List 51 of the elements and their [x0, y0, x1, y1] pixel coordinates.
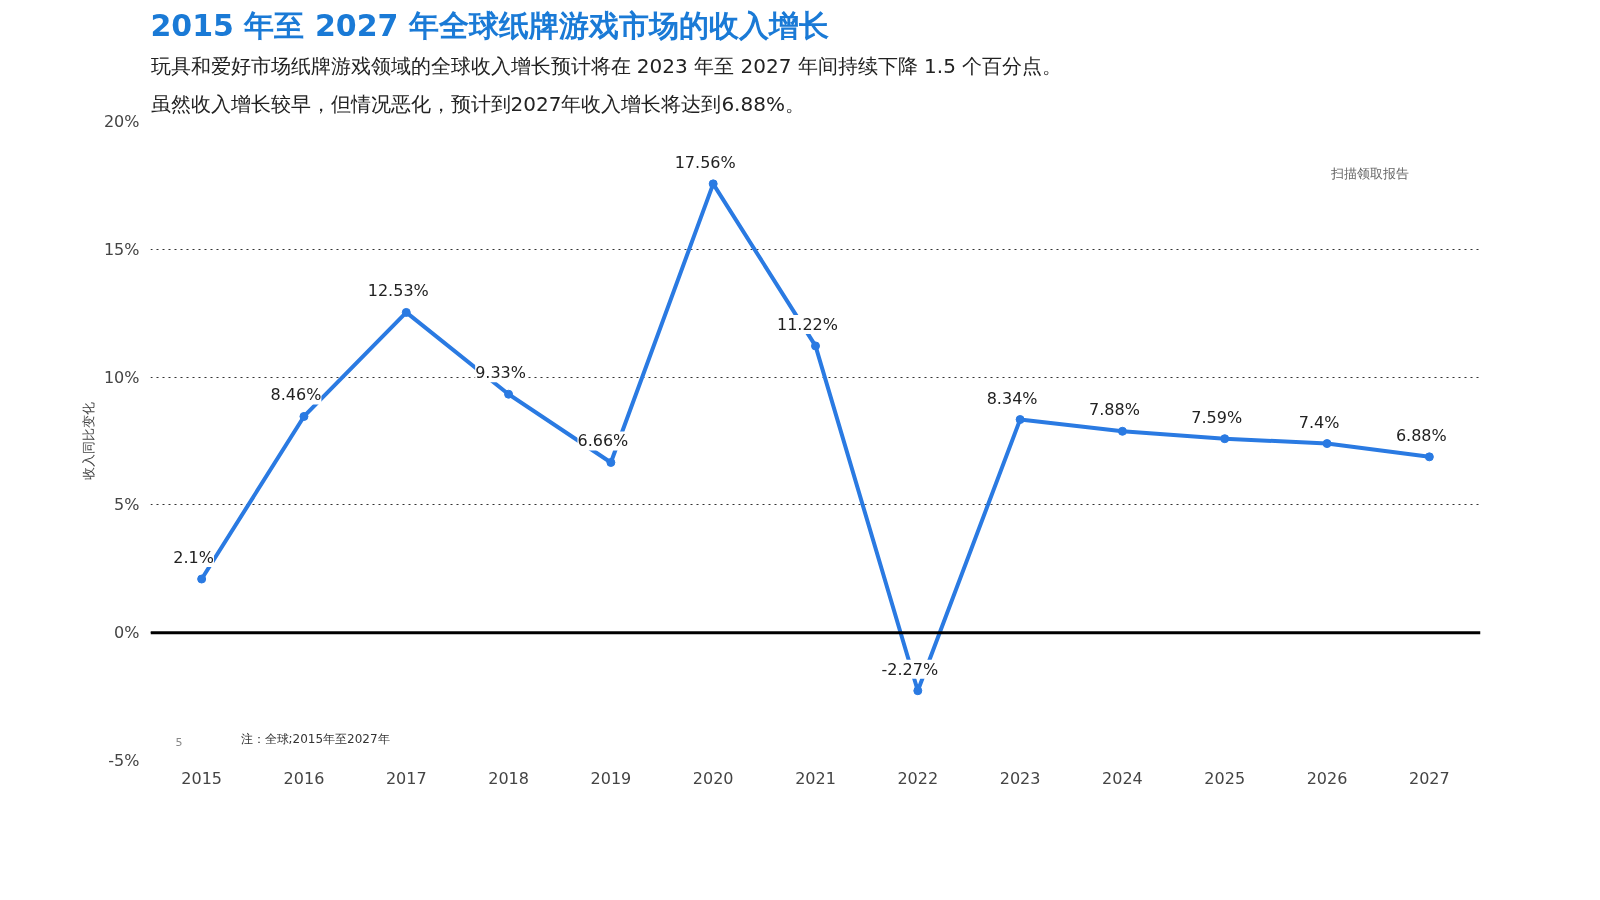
- x-tick-label: 2018: [488, 768, 529, 788]
- y-tick-label: 0%: [114, 623, 140, 643]
- data-label: 7.4%: [1298, 412, 1340, 432]
- y-tick-label: 15%: [103, 239, 140, 259]
- data-label: -2.27%: [881, 659, 939, 679]
- data-label: 2.1%: [173, 548, 214, 568]
- point: [1015, 415, 1025, 425]
- data-label: 7.88%: [1089, 400, 1140, 420]
- point: [1220, 434, 1230, 444]
- y-tick-label: 5%: [114, 495, 140, 515]
- data-label: 7.59%: [1191, 407, 1243, 427]
- x-tick-label: 2027: [1408, 768, 1450, 788]
- y-tick-label: 20%: [103, 112, 140, 131]
- point: [913, 686, 923, 696]
- annotation: 5: [175, 735, 183, 749]
- x-tick-label: 2015: [181, 768, 223, 788]
- x-tick-label: 2024: [1102, 768, 1143, 788]
- data-label: 9.33%: [475, 363, 526, 383]
- y-axis-title: 收入同比变化: [80, 402, 96, 480]
- point: [299, 411, 309, 421]
- chart-title: 2015 年至 2027 年全球纸牌游戏市场的收入增长: [150, 7, 829, 43]
- data-label: 8.34%: [986, 388, 1038, 408]
- x-tick-label: 2016: [283, 768, 325, 788]
- point: [606, 457, 616, 467]
- data-label: 6.88%: [1395, 425, 1447, 445]
- x-tick-label: 2019: [590, 768, 632, 788]
- x-tick-label: 2021: [795, 768, 836, 788]
- x-tick-label: 2020: [692, 768, 734, 788]
- x-tick-label: 2023: [999, 768, 1041, 788]
- annotation: 注：全球;2015年至2027年: [240, 731, 390, 746]
- y-tick-label: -5%: [108, 751, 140, 770]
- x-tick-label: 2022: [897, 768, 939, 788]
- data-label: 8.46%: [270, 385, 322, 405]
- x-tick-label: 2017: [385, 768, 427, 788]
- x-tick-label: 2025: [1204, 768, 1246, 788]
- data-label: 11.22%: [777, 314, 839, 334]
- point: [811, 341, 820, 351]
- annotation: 扫描领取报告: [1329, 165, 1409, 181]
- point: [1424, 452, 1434, 462]
- point: [504, 389, 514, 399]
- point: [1117, 426, 1127, 436]
- point: [197, 574, 207, 584]
- chart-subtitle: 玩具和爱好市场纸牌游戏领域的全球收入增长预计将在 2023 年至 2027 年间持续下降 1.5 个百分点。虽然收入增长较早，但情况恶化，预计到2027年收入增长将达到6.88%。: [150, 54, 1063, 117]
- point: [708, 179, 718, 189]
- data-label: 12.53%: [367, 281, 429, 301]
- data-label: 6.66%: [577, 431, 629, 451]
- y-tick-label: 10%: [103, 367, 140, 387]
- x-tick-label: 2026: [1306, 768, 1348, 788]
- point: [401, 307, 411, 317]
- data-label: 17.56%: [674, 152, 736, 172]
- point: [1322, 439, 1332, 449]
